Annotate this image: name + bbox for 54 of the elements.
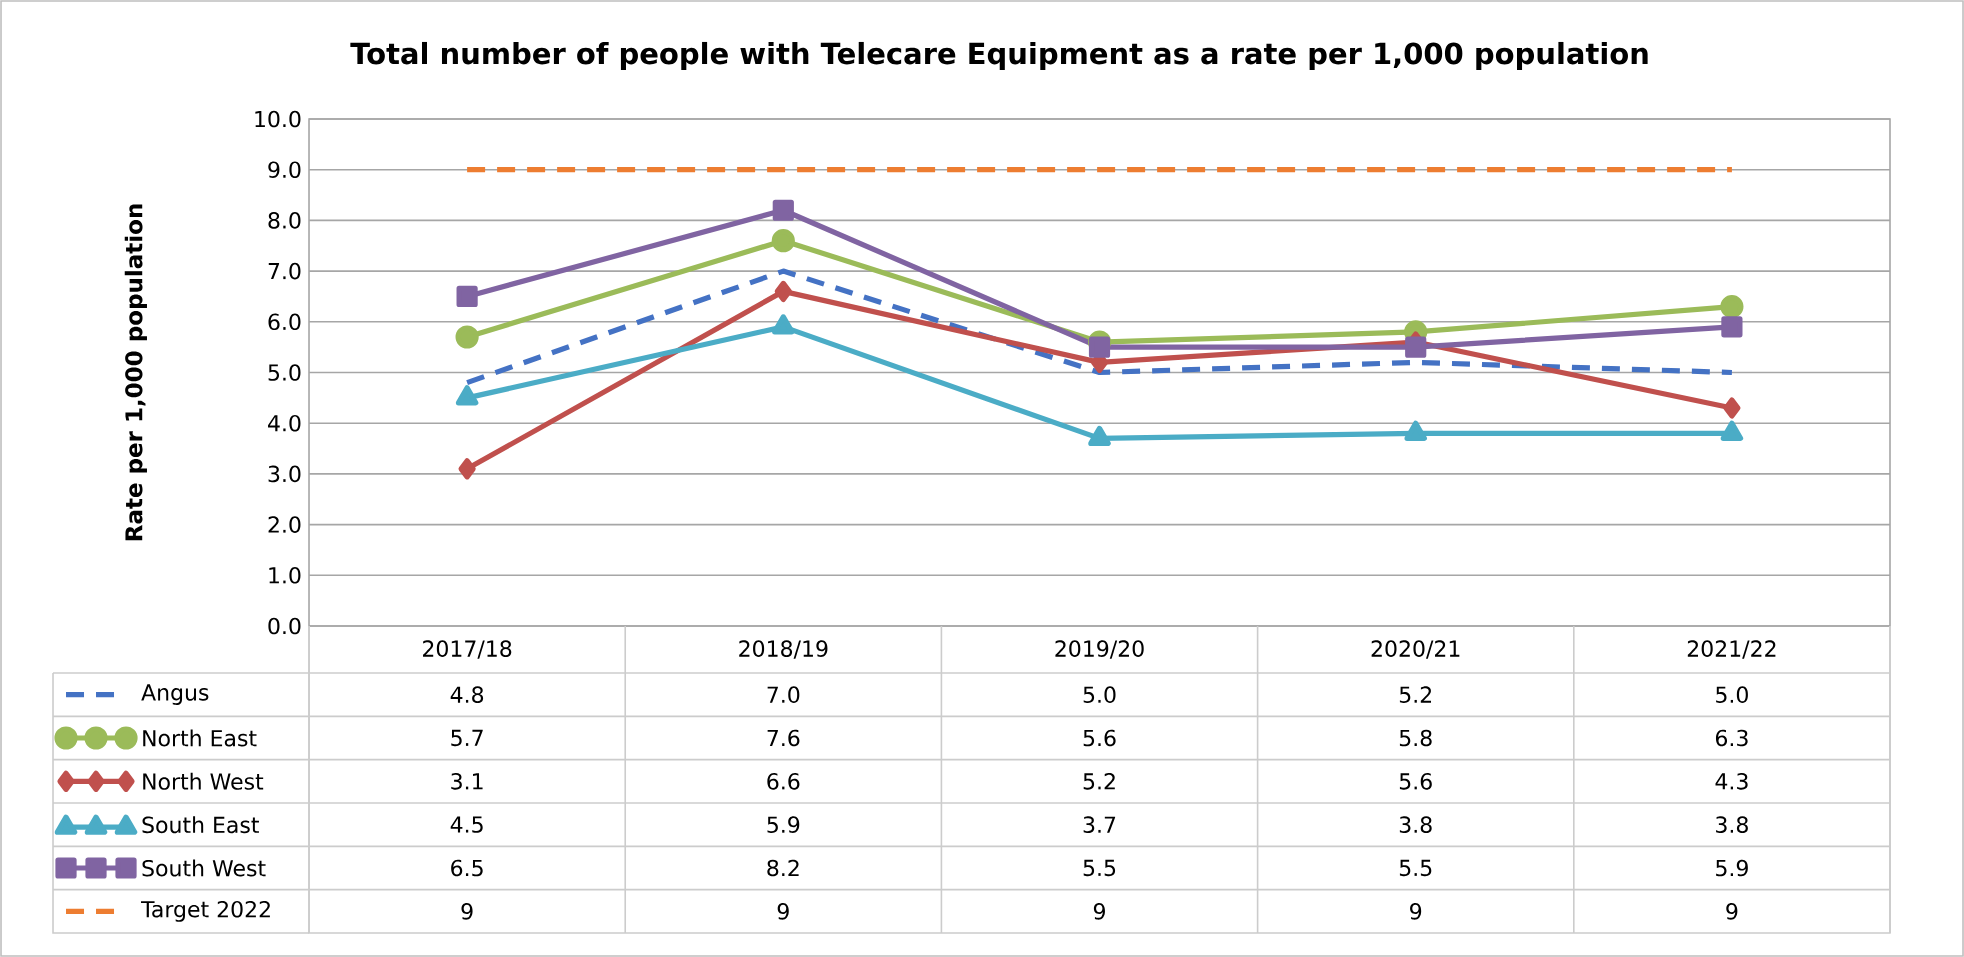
data-label: 5.7 — [451, 729, 483, 747]
data-label: 4.8 — [450, 686, 484, 703]
y-tick-label: 9.0 — [268, 161, 301, 179]
data-label: 7.0 — [767, 686, 800, 703]
data-label: 9 — [777, 903, 789, 920]
legend-label: Target 2022 — [141, 900, 270, 922]
data-label: 3.8 — [1399, 816, 1432, 833]
x-tick-label: 2020/21 — [1371, 640, 1460, 659]
data-label: 5.9 — [1716, 859, 1748, 877]
data-label: 3.8 — [1716, 816, 1748, 833]
data-label: 5.9 — [767, 816, 800, 833]
legend-label: South East — [142, 816, 259, 834]
legend-label: North East — [143, 729, 257, 747]
x-tick-label: 2017/18 — [423, 640, 512, 659]
y-tick-label: 10.0 — [255, 110, 301, 128]
x-tick-label: 2021/22 — [1687, 640, 1776, 659]
data-label: 5.5 — [1399, 859, 1432, 877]
legend-label: North West — [143, 772, 264, 790]
data-label: 9 — [1726, 903, 1738, 920]
y-axis-title: Rate per 1,000 population — [124, 204, 147, 541]
x-tick-label: 2019/20 — [1055, 640, 1144, 659]
legend-label: South West — [142, 859, 266, 877]
data-label: 3.1 — [451, 773, 483, 790]
data-label: 9 — [1410, 903, 1422, 920]
chart-title: Total number of people with Telecare Equipment as a rate per 1,000 population — [350, 41, 1648, 71]
data-label: 5.2 — [1399, 686, 1431, 703]
data-label: 5.0 — [1716, 686, 1748, 703]
y-tick-label: 6.0 — [268, 313, 301, 331]
data-label: 5.6 — [1399, 773, 1432, 790]
data-label: 5.8 — [1399, 729, 1432, 747]
data-label: 5.6 — [1083, 729, 1116, 747]
y-tick-label: 0.0 — [268, 617, 301, 635]
y-tick-label: 1.0 — [269, 567, 301, 584]
data-label: 5.5 — [1083, 859, 1116, 877]
data-label: 4.3 — [1715, 773, 1748, 790]
data-label: 9 — [1093, 903, 1105, 920]
data-label: 5.0 — [1083, 686, 1116, 703]
y-tick-label: 5.0 — [268, 364, 301, 381]
data-label: 5.2 — [1083, 773, 1115, 790]
data-label: 7.6 — [767, 729, 800, 747]
y-tick-label: 7.0 — [268, 262, 301, 280]
legend-label: Angus — [141, 684, 209, 705]
data-label: 9 — [461, 903, 473, 920]
x-tick-label: 2018/19 — [739, 640, 828, 659]
data-label: 6.3 — [1715, 729, 1748, 747]
y-tick-label: 3.0 — [268, 465, 301, 483]
data-label: 8.2 — [767, 859, 799, 877]
data-label: 6.6 — [767, 773, 800, 790]
y-tick-label: 8.0 — [268, 212, 301, 229]
data-label: 4.5 — [450, 816, 483, 833]
y-tick-label: 4.0 — [268, 414, 301, 432]
data-label: 6.5 — [451, 859, 483, 877]
y-tick-label: 2.0 — [268, 516, 301, 533]
data-label: 3.7 — [1083, 816, 1116, 833]
